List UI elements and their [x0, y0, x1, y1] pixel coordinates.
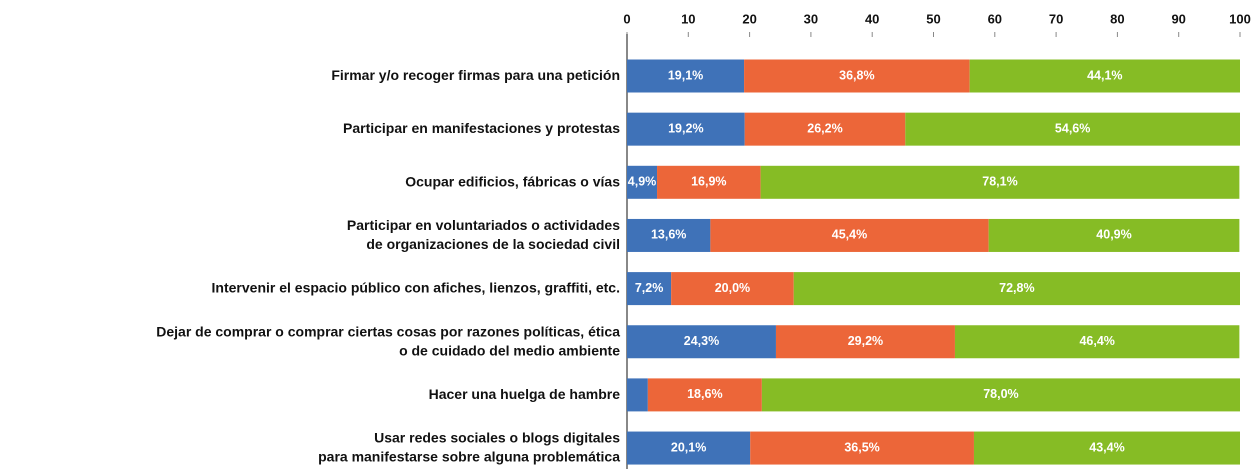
bar-segment: [761, 378, 1240, 412]
x-tick-label: 50: [926, 11, 940, 26]
bar-segment: [744, 59, 970, 93]
value-label: 54,6%: [1055, 121, 1090, 135]
bar-segment: [775, 325, 955, 359]
bar-segment: [744, 112, 906, 146]
bar-segment: [905, 112, 1240, 146]
bar-segment: [988, 218, 1240, 252]
bar-segment: [627, 272, 672, 306]
category-label: Hacer una huelga de hambre: [429, 386, 621, 402]
value-label: 7,2%: [635, 281, 664, 295]
category-line: Usar redes sociales o blogs digitales: [374, 429, 620, 445]
value-label: 78,0%: [983, 387, 1018, 401]
value-label: 20,1%: [671, 440, 706, 454]
value-label: 45,4%: [832, 228, 867, 242]
bar-segment: [627, 59, 745, 93]
category-line: o de cuidado del medio ambiente: [399, 342, 620, 358]
category-line: Participar en manifestaciones y protesta…: [343, 120, 620, 136]
bar-segment: [627, 378, 648, 412]
bar-segment: [627, 165, 658, 199]
value-label: 36,5%: [844, 440, 879, 454]
x-tick-label: 80: [1110, 11, 1124, 26]
category-line: Dejar de comprar o comprar ciertas cosas…: [156, 323, 620, 339]
x-tick-label: 60: [988, 11, 1002, 26]
bar-segment: [627, 218, 711, 252]
value-label: 44,1%: [1087, 68, 1122, 82]
x-tick-label: 100: [1229, 11, 1251, 26]
x-tick-label: 90: [1171, 11, 1185, 26]
category-label: Intervenir el espacio público con afiche…: [212, 279, 620, 295]
bar-segment: [973, 431, 1240, 465]
value-label: 36,8%: [839, 68, 874, 82]
value-label: 19,2%: [668, 121, 703, 135]
category-label: Usar redes sociales o blogs digitales par…: [318, 429, 620, 464]
category-label: Ocupar edificios, fábricas o vías: [405, 173, 620, 189]
category-label: Firmar y/o recoger firmas para una petic…: [331, 67, 620, 83]
value-label: 18,6%: [687, 387, 722, 401]
x-tick-label: 30: [804, 11, 818, 26]
category-line: Intervenir el espacio público con afiche…: [212, 279, 620, 295]
bar-segment: [627, 325, 776, 359]
category-line: Ocupar edificios, fábricas o vías: [405, 173, 620, 189]
category-line: Hacer una huelga de hambre: [429, 386, 621, 402]
category-label: Participar en manifestaciones y protesta…: [343, 120, 620, 136]
value-label: 40,9%: [1096, 228, 1131, 242]
bar-segment: [750, 431, 974, 465]
value-label: 16,9%: [691, 175, 726, 189]
bar-segment: [627, 112, 745, 146]
bar-segment: [627, 431, 751, 465]
value-label: 20,0%: [715, 281, 750, 295]
value-label: 26,2%: [807, 121, 842, 135]
category-line: Participar en voluntariados o actividade…: [347, 217, 620, 233]
category-line: para manifestarse sobre alguna problemát…: [318, 448, 620, 464]
x-tick-label: 0: [623, 11, 630, 26]
bar-segment: [710, 218, 989, 252]
value-label: 24,3%: [684, 334, 719, 348]
category-line: de organizaciones de la sociedad civil: [366, 236, 620, 252]
category-label: Dejar de comprar o comprar ciertas cosas…: [156, 323, 620, 358]
bar-segment: [671, 272, 794, 306]
x-tick-label: 20: [742, 11, 756, 26]
x-tick-label: 70: [1049, 11, 1063, 26]
bar-segment: [647, 378, 762, 412]
value-label: 43,4%: [1089, 440, 1124, 454]
bar-segment: [793, 272, 1240, 306]
value-label: 29,2%: [848, 334, 883, 348]
x-tick-label: 10: [681, 11, 695, 26]
value-label: 72,8%: [999, 281, 1034, 295]
bar-segment: [954, 325, 1240, 359]
value-label: 19,1%: [668, 68, 703, 82]
value-label: 46,4%: [1079, 334, 1114, 348]
x-tick-label: 40: [865, 11, 879, 26]
value-label: 13,6%: [651, 228, 686, 242]
value-label: 78,1%: [982, 175, 1017, 189]
value-label: 4,9%: [628, 175, 657, 189]
bar-segment: [760, 165, 1240, 199]
bar-segment: [657, 165, 761, 199]
category-label: Participar en voluntariados o actividade…: [347, 217, 620, 252]
bar-segment: [969, 59, 1240, 93]
category-line: Firmar y/o recoger firmas para una petic…: [331, 67, 620, 83]
